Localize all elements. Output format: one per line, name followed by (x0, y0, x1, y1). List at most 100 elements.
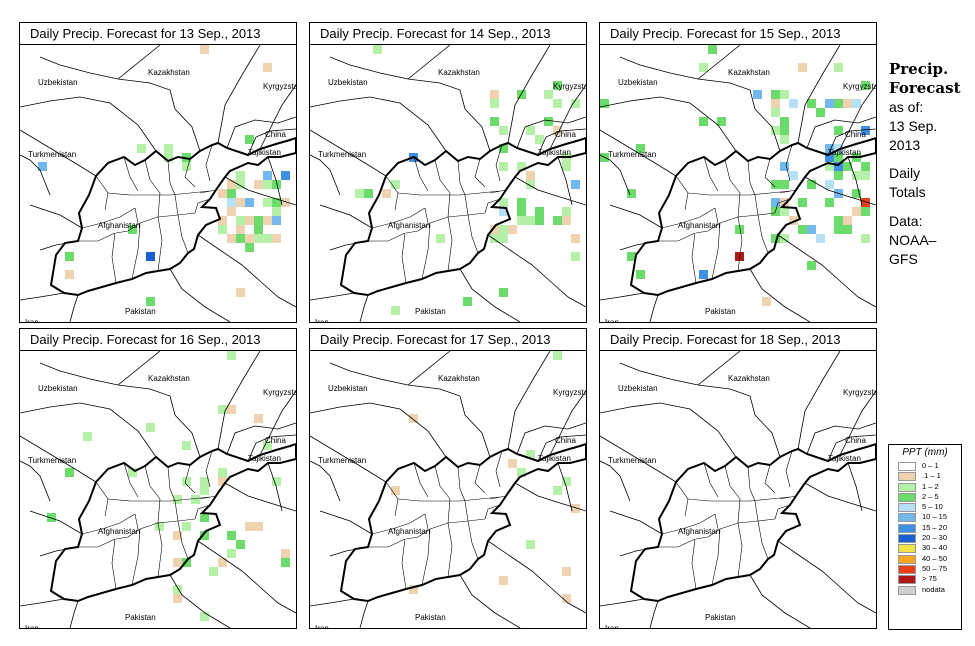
province-border (157, 522, 163, 578)
province-border (205, 144, 213, 182)
legend-swatch (898, 564, 916, 574)
precip-cell (861, 171, 870, 180)
precip-cell (771, 90, 780, 99)
province-border (177, 214, 189, 254)
country-border (537, 128, 586, 156)
totals-line1: Daily (889, 165, 921, 181)
country-border (29, 510, 83, 535)
precip-cell (164, 153, 173, 162)
precip-cell (562, 162, 571, 171)
afghanistan-border (339, 442, 586, 603)
precip-cell (553, 99, 562, 108)
province-border (95, 175, 109, 211)
precip-cell (499, 207, 508, 216)
precip-map: Kazakhstan Uzbekistan Kyrgyzstan China Turkm… (20, 45, 296, 322)
precip-cell (236, 234, 245, 243)
precip-cell (571, 99, 580, 108)
precip-cell (571, 252, 580, 261)
country-label: Kyrgyzstan (843, 388, 876, 397)
panel-title: Daily Precip. Forecast for 13 Sep., 2013 (20, 23, 296, 45)
country-label: Iran (605, 318, 619, 322)
country-border (549, 390, 586, 456)
precip-cell (553, 81, 562, 90)
precip-cell (553, 216, 562, 225)
legend-label: 50 – 75 (922, 563, 948, 573)
forecast-panel: Daily Precip. Forecast for 18 Sep., 2013… (599, 328, 877, 629)
country-label: Kazakhstan (728, 374, 770, 383)
precip-cell (272, 198, 281, 207)
province-border (774, 504, 791, 520)
precip-cell (834, 225, 843, 234)
country-border (20, 402, 157, 458)
country-label: Uzbekistan (38, 384, 78, 393)
precip-cell (490, 234, 499, 243)
country-border (310, 129, 387, 177)
precip-cell (391, 486, 400, 495)
precip-cell (735, 225, 744, 234)
precip-cell (245, 234, 254, 243)
precip-cell (263, 171, 272, 180)
country-label: Kyrgyzstan (553, 388, 586, 397)
precip-cell (245, 243, 254, 252)
province-border (467, 214, 479, 254)
forecast-panel: Daily Precip. Forecast for 17 Sep., 2013… (309, 328, 587, 629)
province-border (675, 481, 689, 517)
country-border (267, 156, 283, 206)
precip-cell (717, 117, 726, 126)
country-label: Kazakhstan (438, 68, 480, 77)
precip-cell (508, 459, 517, 468)
country-border (226, 422, 296, 455)
province-border (81, 513, 136, 535)
country-border (329, 56, 491, 152)
precip-cell (834, 99, 843, 108)
country-label: Turkmenistan (28, 456, 76, 465)
precip-cell (409, 414, 418, 423)
country-label: Iran (315, 624, 329, 628)
precip-cell (780, 135, 789, 144)
country-label: Iran (315, 318, 329, 322)
country-border (310, 154, 341, 196)
precip-cell (254, 234, 263, 243)
precip-cell (272, 216, 281, 225)
country-border (407, 351, 451, 386)
country-border (549, 84, 586, 150)
precip-cell (562, 216, 571, 225)
country-label: Kyrgyzstan (263, 82, 296, 91)
precip-cell (272, 180, 281, 189)
precip-cell (780, 90, 789, 99)
precip-cell (128, 225, 137, 234)
precip-cell (254, 522, 263, 531)
province-border (661, 513, 716, 535)
province-border (157, 498, 161, 524)
precip-cell (517, 207, 526, 216)
province-border (484, 198, 501, 214)
province-border (131, 528, 141, 586)
precip-cell (526, 450, 535, 459)
asof-date-year: 2013 (889, 137, 921, 153)
precip-cell (771, 126, 780, 135)
precip-cell (526, 216, 535, 225)
country-label: Pakistan (415, 613, 446, 622)
precip-cell (627, 252, 636, 261)
precip-cell (825, 99, 834, 108)
precip-cell (807, 180, 816, 189)
precip-cell (227, 351, 236, 360)
country-border (600, 154, 631, 196)
precip-cell (155, 522, 164, 531)
precip-cell (499, 225, 508, 234)
country-label: Tajikistan (248, 148, 281, 157)
province-border (434, 159, 451, 194)
precip-cell (209, 567, 218, 576)
precip-cell (236, 198, 245, 207)
province-border (81, 207, 136, 229)
country-border (259, 84, 296, 150)
province-border (424, 513, 429, 530)
country-border (827, 434, 876, 462)
legend-swatch (898, 575, 916, 585)
country-label: Tajikistan (538, 454, 571, 463)
legend-swatch (898, 523, 916, 533)
country-border (697, 351, 741, 386)
country-border (600, 292, 645, 301)
legend-label: 0 – 1 (922, 461, 939, 470)
province-border (371, 207, 426, 229)
